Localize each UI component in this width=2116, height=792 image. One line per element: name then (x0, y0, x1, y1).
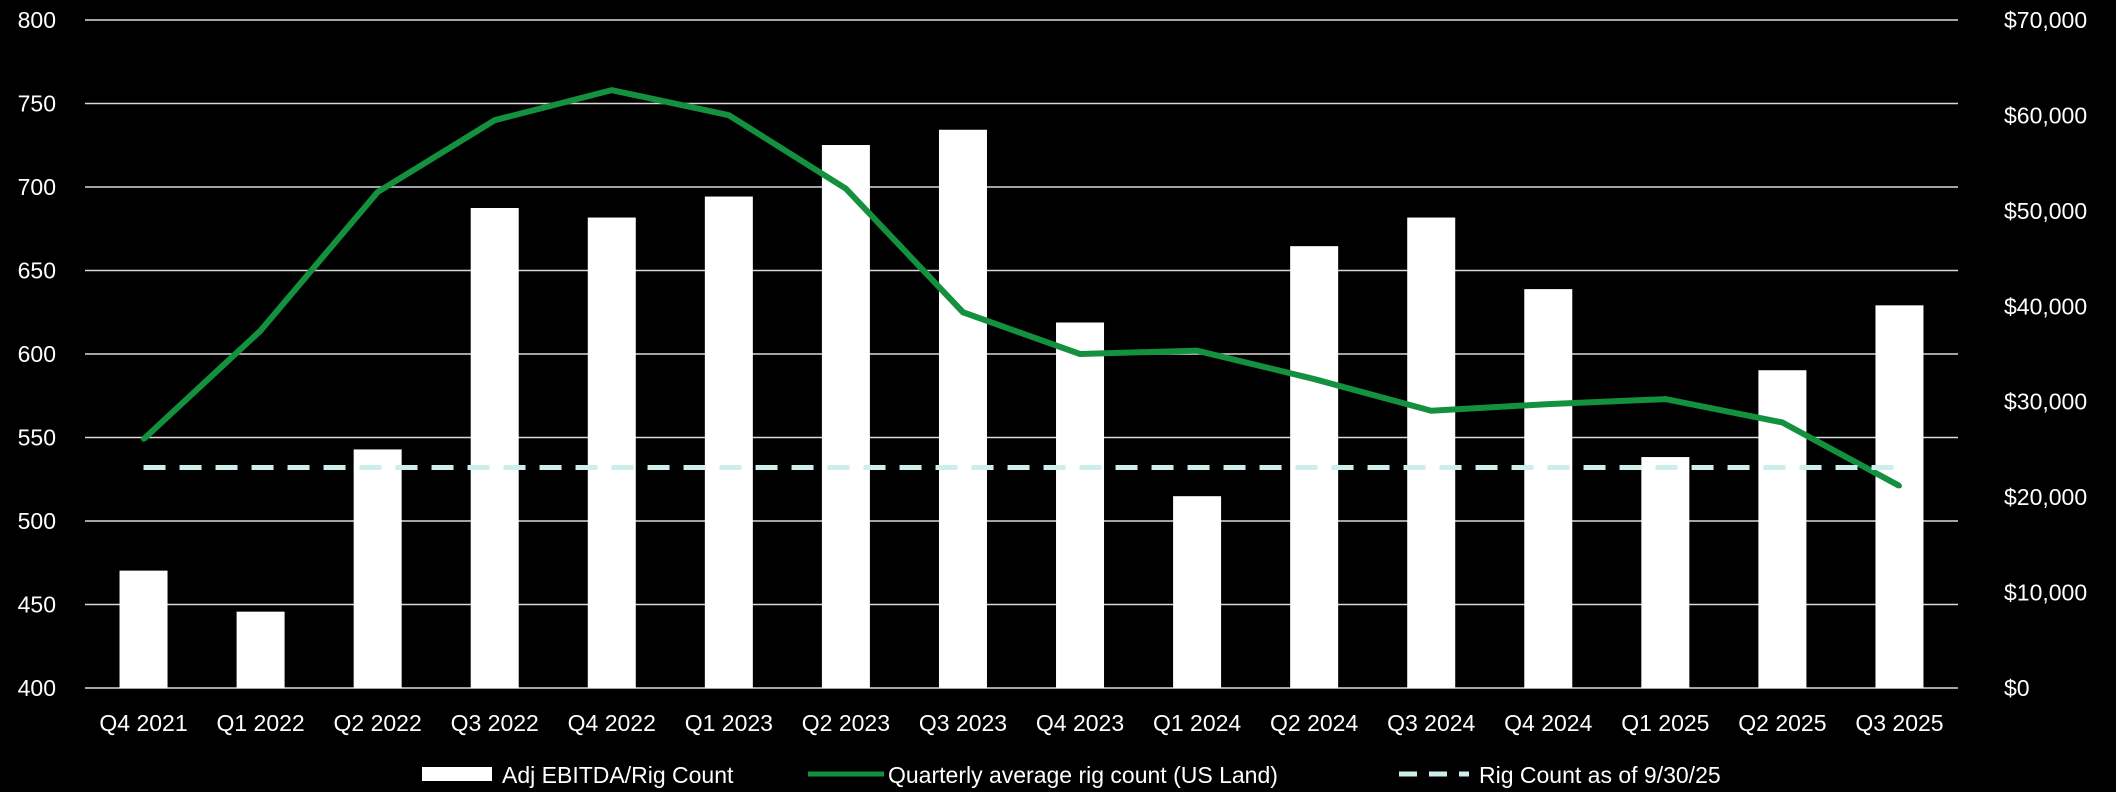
rig-count-point (141, 436, 147, 442)
rig-count-point (375, 189, 381, 195)
bar (1641, 457, 1690, 688)
x-tick-label: Q2 2023 (802, 710, 890, 736)
right-tick-label: $30,000 (2004, 389, 2087, 415)
bar (1056, 322, 1105, 688)
rig-count-point (1545, 401, 1551, 407)
bar (587, 217, 636, 688)
rig-count-point (1896, 483, 1902, 489)
left-axis: 400 450 500 550 600 650 700 750 800 (18, 7, 56, 701)
left-tick-label: 550 (18, 425, 56, 451)
x-tick-label: Q1 2023 (685, 710, 773, 736)
x-tick-label: Q2 2025 (1738, 710, 1826, 736)
right-tick-label: $10,000 (2004, 580, 2087, 606)
rig-count-point (609, 87, 615, 93)
x-axis: Q4 2021 Q1 2022 Q2 2022 Q3 2022 Q4 2022 Q1 20… (99, 710, 1943, 736)
rig-count-point (258, 328, 264, 334)
x-tick-label: Q4 2022 (568, 710, 656, 736)
right-tick-label: $60,000 (2004, 102, 2087, 128)
x-tick-label: Q1 2025 (1621, 710, 1709, 736)
bar (1407, 217, 1456, 688)
rig-count-point (726, 112, 732, 118)
rig-count-point (1077, 351, 1083, 357)
bar (119, 570, 168, 688)
left-tick-label: 700 (18, 174, 56, 200)
bar-series (119, 129, 1924, 689)
bar (821, 145, 870, 689)
x-tick-label: Q2 2024 (1270, 710, 1358, 736)
legend: Adj EBITDA/Rig Count Quarterly average ri… (422, 762, 1721, 788)
rig-count-line (141, 87, 1901, 489)
bar (470, 207, 519, 688)
x-tick-label: Q1 2022 (216, 710, 304, 736)
bar (1524, 289, 1573, 688)
right-tick-label: $0 (2004, 675, 2030, 701)
x-tick-label: Q4 2024 (1504, 710, 1592, 736)
right-tick-label: $40,000 (2004, 293, 2087, 319)
legend-label: Quarterly average rig count (US Land) (888, 762, 1278, 788)
left-tick-label: 600 (18, 341, 56, 367)
bar (353, 449, 402, 688)
bar (938, 129, 987, 688)
legend-label: Rig Count as of 9/30/25 (1479, 762, 1721, 788)
left-tick-label: 500 (18, 508, 56, 534)
left-tick-label: 450 (18, 592, 56, 618)
left-tick-label: 400 (18, 675, 56, 701)
x-tick-label: Q3 2023 (919, 710, 1007, 736)
rig-count-point (960, 309, 966, 315)
x-tick-label: Q4 2023 (1036, 710, 1124, 736)
bar (1875, 305, 1924, 688)
left-tick-label: 750 (18, 91, 56, 117)
x-tick-label: Q1 2024 (1153, 710, 1241, 736)
right-tick-label: $20,000 (2004, 484, 2087, 510)
rig-count-point (1194, 348, 1200, 354)
x-tick-label: Q3 2025 (1855, 710, 1943, 736)
x-tick-label: Q3 2022 (451, 710, 539, 736)
x-tick-label: Q2 2022 (334, 710, 422, 736)
rig-count-point (492, 117, 498, 123)
left-tick-label: 800 (18, 7, 56, 33)
bar (704, 196, 753, 689)
bar (236, 611, 285, 688)
x-tick-label: Q4 2021 (99, 710, 187, 736)
rig-count-point (1779, 419, 1785, 425)
right-tick-label: $70,000 (2004, 7, 2087, 33)
bar (1173, 496, 1222, 688)
left-tick-label: 650 (18, 258, 56, 284)
x-tick-label: Q3 2024 (1387, 710, 1475, 736)
legend-swatch-bar (422, 767, 492, 781)
right-tick-label: $50,000 (2004, 198, 2087, 224)
right-axis: $0 $10,000 $20,000 $30,000 $40,000 $50,000 $60… (2004, 7, 2087, 701)
legend-label: Adj EBITDA/Rig Count (502, 762, 734, 788)
rig-count-point (1662, 396, 1668, 402)
line-series (141, 87, 1902, 489)
rig-count-point (1311, 376, 1317, 382)
rig-count-point (843, 186, 849, 192)
rig-count-point (1428, 408, 1434, 414)
